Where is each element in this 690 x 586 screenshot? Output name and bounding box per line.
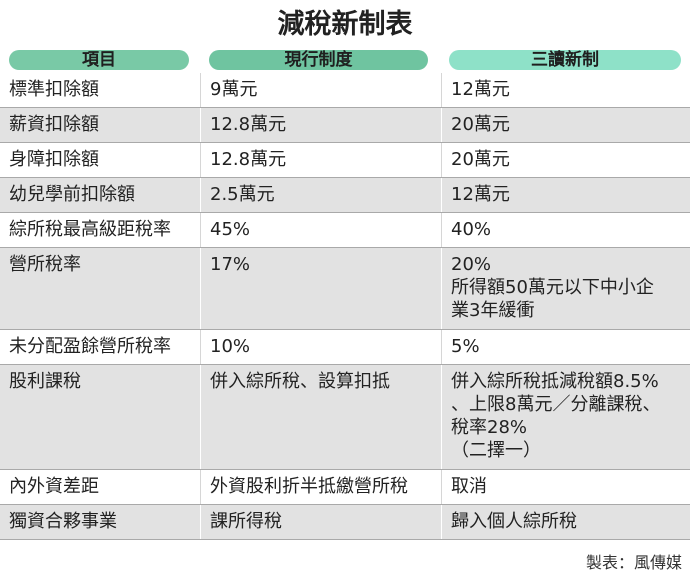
current-system-value-line: 外資股利折半抵繳營所稅 [210, 476, 408, 497]
new-system-value: 歸入個人綜所稅 [441, 505, 690, 539]
new-system-value-line: 所得額50萬元以下中小企 [451, 277, 654, 298]
table-row: 幼兒學前扣除額 2.5萬元 12萬元 [0, 178, 690, 213]
page-title: 減稅新制表 [277, 9, 413, 40]
new-system-value-line: （二擇一） [451, 440, 541, 461]
new-system-value-line: 20萬元 [451, 114, 510, 135]
row-item-label: 綜所稅最高級距稅率 [9, 219, 171, 240]
current-system-value: 2.5萬元 [200, 178, 440, 212]
table-row: 標準扣除額 9萬元 12萬元 [0, 73, 690, 108]
new-system-value-line: 、上限8萬元／分離課稅、 [451, 394, 661, 415]
current-system-value-line: 12.8萬元 [210, 149, 287, 170]
current-system-value-line: 併入綜所稅、設算扣抵 [210, 371, 390, 392]
new-system-value-line: 20% [451, 254, 492, 275]
table-row: 獨資合夥事業 課所得稅 歸入個人綜所稅 [0, 505, 690, 540]
current-system-value: 9萬元 [200, 73, 440, 107]
current-system-value: 17% [200, 248, 440, 329]
current-system-value: 課所得稅 [200, 505, 440, 539]
current-system-value-line: 課所得稅 [210, 511, 282, 532]
table-row: 股利課稅 併入綜所稅、設算扣抵 併入綜所稅抵減稅額8.5% 、上限8萬元／分離課稅、稅… [0, 365, 690, 470]
new-system-value: 20萬元 [441, 143, 690, 177]
new-system-value: 40% [441, 213, 690, 247]
new-system-value-line: 業3年緩衝 [451, 300, 535, 321]
current-system-value: 45% [200, 213, 440, 247]
table-row: 綜所稅最高級距稅率 45% 40% [0, 213, 690, 248]
new-system-value-line: 歸入個人綜所稅 [451, 511, 577, 532]
new-system-value: 5% [441, 330, 690, 364]
new-system-value: 20萬元 [441, 108, 690, 142]
row-item-label: 未分配盈餘營所稅率 [9, 336, 171, 357]
new-system-value-line: 20萬元 [451, 149, 510, 170]
new-system-value: 併入綜所稅抵減稅額8.5% 、上限8萬元／分離課稅、 稅率28% （二擇一） [441, 365, 690, 469]
new-system-value-line: 取消 [451, 476, 487, 497]
current-system-value: 12.8萬元 [200, 108, 440, 142]
new-system-value: 12萬元 [441, 178, 690, 212]
row-item-label: 幼兒學前扣除額 [9, 184, 135, 205]
current-system-value-line: 10% [210, 336, 251, 357]
row-item-label: 薪資扣除額 [9, 114, 99, 135]
row-item-label: 內外資差距 [9, 476, 99, 497]
new-system-value-line: 併入綜所稅抵減稅額8.5% [451, 371, 659, 392]
new-system-value: 取消 [441, 470, 690, 504]
new-system-value-line: 5% [451, 336, 480, 357]
row-item-label: 身障扣除額 [9, 149, 99, 170]
row-item-label: 營所稅率 [9, 254, 81, 275]
header-current-system: 現行制度 [209, 50, 428, 70]
current-system-value-line: 9萬元 [210, 79, 258, 100]
table-row: 內外資差距 外資股利折半抵繳營所稅 取消 [0, 470, 690, 505]
current-system-value: 外資股利折半抵繳營所稅 [200, 470, 440, 504]
current-system-value: 12.8萬元 [200, 143, 440, 177]
new-system-value: 12萬元 [441, 73, 690, 107]
comparison-table: 標準扣除額 9萬元 12萬元 薪資扣除額 12.8萬元 20萬元 身障扣除額 12.8萬元 20… [0, 73, 690, 540]
source-credit: 製表：風傳媒 [585, 553, 682, 572]
table-row: 未分配盈餘營所稅率 10% 5% [0, 330, 690, 365]
current-system-value-line: 17% [210, 254, 251, 275]
current-system-value-line: 2.5萬元 [210, 184, 275, 205]
new-system-value-line: 稅率28% [451, 417, 528, 438]
current-system-value: 併入綜所稅、設算扣抵 [200, 365, 440, 469]
new-system-value-line: 12萬元 [451, 79, 510, 100]
row-item-label: 標準扣除額 [9, 79, 99, 100]
row-item-label: 獨資合夥事業 [9, 511, 117, 532]
header-new-system: 三讀新制 [449, 50, 681, 70]
table-row: 營所稅率 17% 20% 所得額50萬元以下中小企 業3年緩衝 [0, 248, 690, 330]
current-system-value-line: 45% [210, 219, 251, 240]
new-system-value-line: 40% [451, 219, 492, 240]
table-row: 薪資扣除額 12.8萬元 20萬元 [0, 108, 690, 143]
current-system-value: 10% [200, 330, 440, 364]
current-system-value-line: 12.8萬元 [210, 114, 287, 135]
table-row: 身障扣除額 12.8萬元 20萬元 [0, 143, 690, 178]
new-system-value-line: 12萬元 [451, 184, 510, 205]
header-item: 項目 [9, 50, 189, 70]
new-system-value: 20% 所得額50萬元以下中小企 業3年緩衝 [441, 248, 690, 329]
row-item-label: 股利課稅 [9, 371, 81, 392]
